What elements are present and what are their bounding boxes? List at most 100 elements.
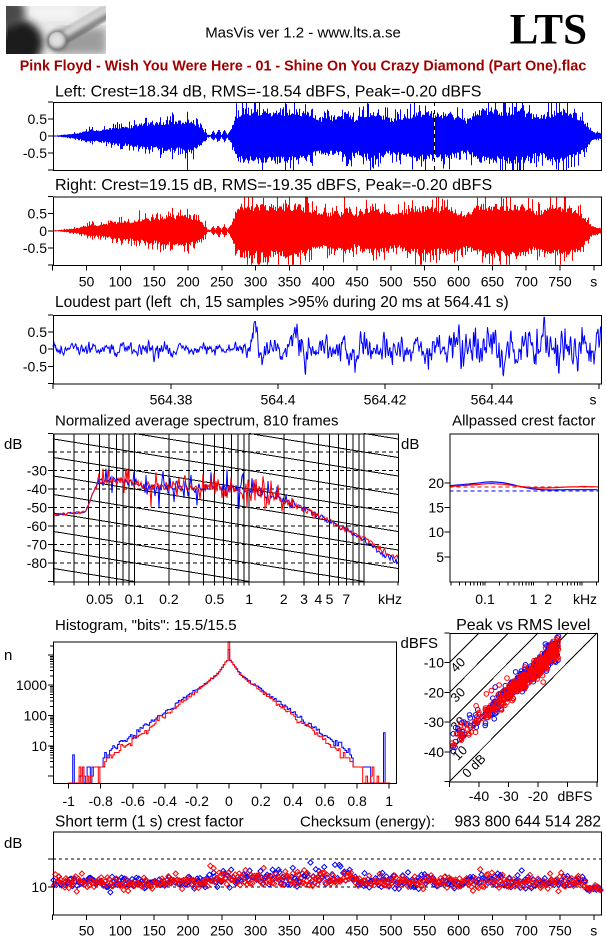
svg-text:0: 0 (39, 223, 47, 239)
svg-text:kHz: kHz (573, 591, 597, 607)
svg-text:100: 100 (109, 274, 133, 290)
svg-text:400: 400 (312, 274, 336, 290)
svg-text:Normalized average spectrum, 8: Normalized average spectrum, 810 frames (55, 413, 338, 430)
svg-text:MasVis ver 1.2 - www.lts.a.se: MasVis ver 1.2 - www.lts.a.se (205, 25, 401, 42)
svg-text:564.38: 564.38 (150, 392, 193, 408)
svg-text:dB: dB (4, 436, 22, 453)
svg-text:100: 100 (109, 923, 133, 939)
svg-text:0: 0 (39, 128, 47, 144)
svg-text:500: 500 (379, 274, 403, 290)
svg-text:-50: -50 (27, 500, 47, 516)
svg-text:2: 2 (280, 591, 288, 607)
svg-text:10: 10 (31, 738, 47, 754)
svg-text:-80: -80 (27, 555, 47, 571)
svg-text:-40: -40 (424, 744, 444, 760)
svg-text:450: 450 (345, 274, 369, 290)
svg-text:5: 5 (326, 591, 334, 607)
svg-text:-70: -70 (27, 537, 47, 553)
svg-text:650: 650 (481, 923, 505, 939)
svg-text:dBFS: dBFS (401, 635, 439, 652)
svg-text:-1: -1 (62, 793, 75, 809)
svg-text:0: 0 (39, 341, 47, 357)
svg-text:983 800 644 514 282: 983 800 644 514 282 (454, 814, 601, 831)
svg-text:600: 600 (447, 923, 471, 939)
svg-text:1: 1 (530, 591, 538, 607)
svg-text:-20: -20 (424, 684, 444, 700)
svg-text:Left: Crest=18.34 dB, RMS=-18.: Left: Crest=18.34 dB, RMS=-18.54 dBFS, P… (55, 84, 481, 101)
svg-text:-20: -20 (528, 788, 548, 804)
svg-text:-40: -40 (27, 481, 47, 497)
svg-text:dBFS: dBFS (557, 788, 592, 804)
svg-text:250: 250 (210, 274, 234, 290)
svg-text:200: 200 (176, 923, 200, 939)
svg-text:1: 1 (385, 793, 393, 809)
svg-text:Loudest part (left ch, 15 sam: Loudest part (left ch, 15 samples >95% d… (55, 294, 509, 311)
svg-text:750: 750 (548, 274, 572, 290)
svg-text:550: 550 (413, 923, 437, 939)
svg-text:-40: -40 (469, 788, 489, 804)
svg-text:dB: dB (401, 436, 419, 453)
svg-text:0.1: 0.1 (475, 591, 495, 607)
svg-text:-0.5: -0.5 (23, 358, 47, 374)
svg-text:LTS: LTS (510, 7, 587, 54)
svg-text:300: 300 (244, 923, 268, 939)
svg-text:Peak vs RMS level: Peak vs RMS level (456, 617, 590, 634)
svg-text:7: 7 (342, 591, 350, 607)
svg-text:dB: dB (4, 835, 22, 852)
svg-text:-0.5: -0.5 (23, 240, 47, 256)
svg-text:Right: Crest=19.15 dB, RMS=-19: Right: Crest=19.15 dB, RMS=-19.35 dBFS, … (55, 177, 492, 194)
svg-text:15: 15 (428, 500, 444, 516)
svg-text:500: 500 (379, 923, 403, 939)
svg-text:0.4: 0.4 (283, 793, 303, 809)
svg-text:150: 150 (143, 923, 167, 939)
svg-text:-0.6: -0.6 (121, 793, 145, 809)
svg-text:250: 250 (210, 923, 234, 939)
svg-text:350: 350 (278, 923, 302, 939)
svg-text:0.2: 0.2 (159, 591, 179, 607)
svg-text:700: 700 (515, 923, 539, 939)
svg-text:0.1: 0.1 (125, 591, 145, 607)
svg-text:-0.2: -0.2 (185, 793, 209, 809)
svg-text:Allpassed crest factor: Allpassed crest factor (452, 413, 595, 430)
svg-text:s: s (590, 274, 597, 290)
svg-text:3: 3 (300, 591, 308, 607)
svg-text:4: 4 (315, 591, 323, 607)
svg-text:1000: 1000 (16, 677, 47, 693)
svg-text:550: 550 (413, 274, 437, 290)
svg-text:50: 50 (79, 923, 95, 939)
svg-text:Histogram, "bits": 15.5/15.5: Histogram, "bits": 15.5/15.5 (55, 617, 237, 634)
svg-text:350: 350 (278, 274, 302, 290)
svg-text:0.5: 0.5 (28, 324, 48, 340)
svg-text:-0.5: -0.5 (23, 145, 47, 161)
svg-text:450: 450 (345, 923, 369, 939)
svg-text:650: 650 (481, 274, 505, 290)
svg-text:0.8: 0.8 (347, 793, 367, 809)
svg-text:150: 150 (143, 274, 167, 290)
svg-text:-30: -30 (498, 788, 518, 804)
svg-text:-10: -10 (424, 655, 444, 671)
svg-text:300: 300 (244, 274, 268, 290)
svg-text:Short term (1 s) crest factor: Short term (1 s) crest factor (55, 814, 244, 831)
svg-text:10: 10 (428, 524, 444, 540)
svg-text:0.5: 0.5 (205, 591, 225, 607)
svg-text:Checksum (energy):: Checksum (energy): (300, 814, 435, 831)
svg-text:700: 700 (515, 274, 539, 290)
svg-text:n: n (4, 647, 12, 664)
svg-text:0.2: 0.2 (251, 793, 271, 809)
svg-text:-0.4: -0.4 (153, 793, 177, 809)
svg-text:s: s (590, 392, 597, 408)
svg-text:564.44: 564.44 (471, 392, 514, 408)
svg-text:-0.8: -0.8 (89, 793, 113, 809)
svg-text:400: 400 (312, 923, 336, 939)
svg-text:2: 2 (544, 591, 552, 607)
svg-text:750: 750 (548, 923, 572, 939)
svg-text:-60: -60 (27, 518, 47, 534)
svg-text:-30: -30 (424, 714, 444, 730)
svg-text:-30: -30 (27, 463, 47, 479)
svg-text:10: 10 (31, 879, 47, 895)
svg-text:100: 100 (24, 708, 48, 724)
svg-text:600: 600 (447, 274, 471, 290)
svg-text:0.05: 0.05 (86, 591, 113, 607)
svg-text:20: 20 (428, 475, 444, 491)
svg-text:Pink Floyd - Wish You Were Her: Pink Floyd - Wish You Were Here - 01 - S… (20, 59, 587, 75)
